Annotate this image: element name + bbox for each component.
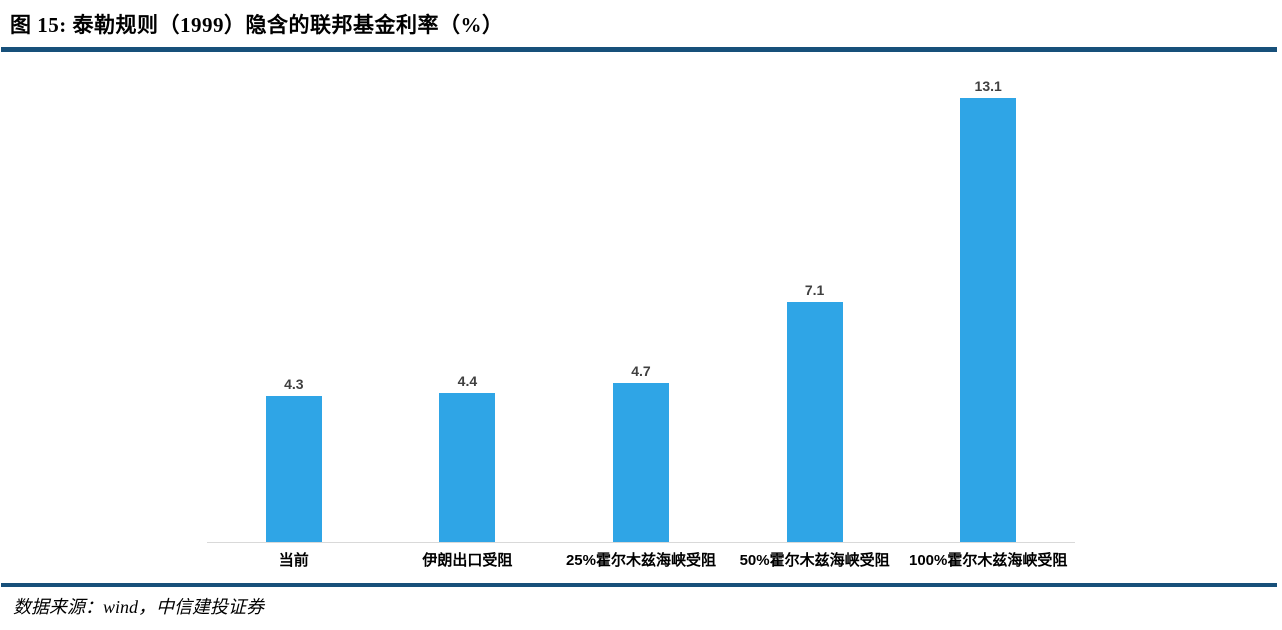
figure-title: 图 15: 泰勒规则（1999）隐含的联邦基金利率（%）	[10, 13, 504, 37]
bar-value-label: 4.4	[457, 373, 478, 389]
bar-value-label: 4.7	[631, 363, 651, 379]
x-axis-label: 伊朗出口受阻	[422, 552, 513, 569]
bar-value-label: 13.1	[974, 78, 1002, 94]
x-axis-label: 当前	[278, 552, 309, 569]
footer-divider-rule	[1, 583, 1277, 587]
bar	[612, 383, 669, 542]
x-axis-label: 100%霍尔木兹海峡受阻	[908, 552, 1068, 569]
bar-chart-plot-area: 4.3 4.4 4.7 7.1 13.1	[207, 68, 1075, 543]
bar	[439, 393, 496, 542]
title-divider-rule	[1, 47, 1277, 52]
bar-column: 7.1	[728, 68, 902, 542]
bar-column: 4.3	[207, 68, 381, 542]
x-axis-label: 25%霍尔木兹海峡受阻	[565, 552, 716, 569]
bar-value-label: 4.3	[284, 376, 304, 392]
bar-value-label: 7.1	[804, 282, 825, 298]
x-axis-label: 50%霍尔木兹海峡受阻	[739, 552, 890, 569]
bar	[960, 98, 1017, 542]
bar-column: 13.1	[901, 68, 1075, 542]
bar-column: 4.7	[554, 68, 728, 542]
data-source: 数据来源：wind，中信建投证券	[13, 597, 265, 617]
bar	[786, 302, 843, 542]
bar	[265, 396, 322, 542]
x-axis-labels: 当前 伊朗出口受阻 25%霍尔木兹海峡受阻 50%霍尔木兹海峡受阻 100%霍尔…	[207, 549, 1075, 570]
bar-column: 4.4	[381, 68, 555, 542]
